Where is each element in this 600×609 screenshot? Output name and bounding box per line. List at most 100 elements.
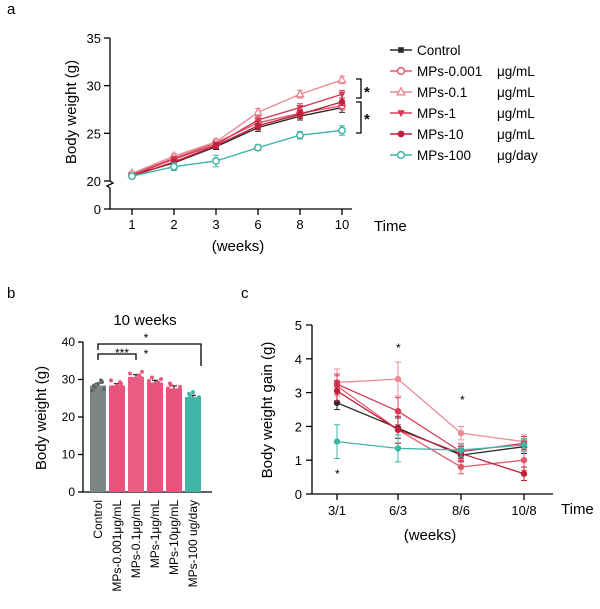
panel-label-a: a: [7, 1, 16, 18]
panel-b-sig-label-2: *: [144, 347, 149, 361]
panel-c-series-line: [336, 390, 525, 475]
panel-c-series-line: [336, 440, 525, 451]
panel-b-data-point: [127, 371, 133, 376]
panel-b-bar: [166, 388, 182, 492]
panel-a-sig-star-2: *: [364, 111, 370, 128]
panel-c-y-tick-label: 0: [295, 487, 302, 502]
panel-a-x-tick-label: 8: [296, 217, 303, 232]
panel-a-legend-marker: [396, 150, 406, 160]
panel-c-data-point: [394, 375, 402, 383]
panel-a-y-tick-label: 30: [87, 79, 101, 94]
panel-b-y-tick-label: 20: [62, 410, 76, 424]
panel-a-data-point: [296, 131, 304, 140]
panel-b-x-tick-label: MPs-1μg/mL: [148, 500, 162, 569]
panel-a-data-point: [338, 91, 346, 99]
panel-a-legend-unit: μg/day: [497, 148, 538, 163]
panel-b-sig-label-1: ***: [115, 346, 129, 360]
panel-b-bar: [128, 376, 144, 492]
panel-c-y-tick-label: 5: [295, 318, 302, 333]
panel-a-x-axis-name: Time: [374, 218, 407, 235]
panel-a-legend-label: Control: [417, 43, 461, 58]
panel-a-ylabel: Body weight (g): [63, 60, 80, 164]
panel-a-legend-label: MPs-10: [417, 127, 464, 142]
panel-b-bar: [185, 397, 201, 492]
panel-b-data-point: [190, 390, 196, 395]
panel-c-sig-star-1: *: [335, 467, 340, 481]
panel-b-data-point: [156, 382, 162, 387]
panel-b-data-point: [129, 378, 135, 383]
panel-c-data-point: [520, 457, 528, 464]
panel-label-c: c: [241, 285, 249, 302]
panel-a-data-point: [254, 122, 262, 129]
panel-a-data-point: [338, 126, 346, 135]
panel-c-y-tick-label: 1: [295, 453, 302, 468]
panel-c-data-point: [520, 441, 528, 449]
panel-c-y-tick-label: 2: [295, 419, 302, 434]
panel-a-data-point: [337, 74, 347, 84]
panel-c-data-point: [457, 429, 465, 437]
panel-a-series-line: [131, 79, 343, 175]
panel-b-data-point: [118, 381, 124, 386]
panel-b-data-point: [133, 376, 139, 381]
panel-b-data-point: [108, 378, 114, 383]
panel-a-x-tick-label: 3: [212, 217, 219, 232]
panel-c-data-point: [520, 470, 528, 477]
panel-b-data-point: [158, 377, 164, 382]
panel-a-chart: Body weight (g) (weeks) Time 0 20 25 30 35 1 2…: [63, 31, 538, 255]
panel-c-data-point: [457, 446, 465, 454]
panel-b-bar: [90, 385, 106, 492]
panel-b-sig-bracket-2: [97, 343, 202, 366]
panel-b-data-point: [120, 388, 126, 393]
panel-b-y-tick-label: 0: [68, 485, 75, 499]
panel-b-x-tick-label: MPs-100 ug/day: [186, 500, 200, 587]
panel-b-sig-bracket-1: [97, 353, 137, 360]
panel-a-bracket-2: [356, 101, 362, 134]
panel-a-x-tick-label: 1: [128, 217, 135, 232]
panel-b-x-tick-label: MPs-10μg/mL: [167, 500, 181, 575]
panel-c-data-point: [394, 407, 402, 415]
panel-b-error-bar: [152, 379, 158, 383]
panel-a-legend-unit: μg/mL: [497, 85, 535, 100]
panel-c-y-tick-label: 4: [295, 352, 302, 367]
panel-c-xlabel: (weeks): [404, 527, 457, 544]
panel-a-legend-label: MPs-100: [417, 148, 471, 163]
panel-c-sig-star-2: *: [396, 341, 401, 355]
panel-c-series-line: [336, 378, 525, 443]
panel-c-y-tick-label: 3: [295, 386, 302, 401]
panel-c-x-tick-label: 3/1: [328, 503, 346, 518]
panel-b-data-point: [139, 369, 145, 374]
panel-c-data-point: [457, 463, 465, 471]
panel-b-data-point: [146, 378, 152, 383]
panel-b-sig-label-3: *: [144, 331, 149, 345]
panel-a-data-point: [338, 98, 346, 106]
panel-c-series-line: [336, 385, 525, 468]
panel-b-data-point: [184, 396, 190, 401]
panel-a-y-tick-label: 25: [87, 126, 101, 141]
panel-b-bar: [147, 382, 163, 492]
panel-b-y-tick-label: 40: [62, 335, 76, 349]
panel-a-data-point: [296, 104, 304, 112]
panel-a-axis-break: [105, 180, 115, 189]
panel-a-y-tick-label: 0: [94, 202, 101, 217]
panel-b-y-tick-label: 10: [62, 448, 76, 462]
panel-a-legend-unit: μg/mL: [497, 106, 535, 121]
panel-a-legend-marker: [396, 66, 406, 76]
panel-b-data-point: [110, 385, 116, 390]
panel-a-data-point: [296, 111, 304, 118]
panel-a-legend-unit: μg/mL: [497, 127, 535, 142]
panel-a-data-point: [212, 157, 220, 165]
panel-a-legend-marker: [396, 86, 406, 96]
panel-b-data-point: [89, 388, 95, 393]
panel-c-chart: Body weight gain (g) (weeks) Time 0 1 2 3 4 5…: [259, 318, 594, 544]
panel-label-b: b: [7, 285, 15, 302]
panel-c-x-tick-label: 8/6: [452, 503, 470, 518]
panel-b-data-point: [194, 400, 200, 405]
panel-b-data-point: [152, 383, 158, 388]
panel-a-x-tick-label: 10: [335, 217, 349, 232]
panel-a-legend-label: MPs-1: [417, 106, 456, 121]
panel-a-bracket-1: [356, 78, 362, 99]
panel-b-data-point: [101, 386, 107, 391]
panel-b-data-point: [186, 391, 192, 396]
panel-b-chart: 10 weeks Body weight (g) 0 10 20 30 40 Contr…: [33, 312, 212, 592]
